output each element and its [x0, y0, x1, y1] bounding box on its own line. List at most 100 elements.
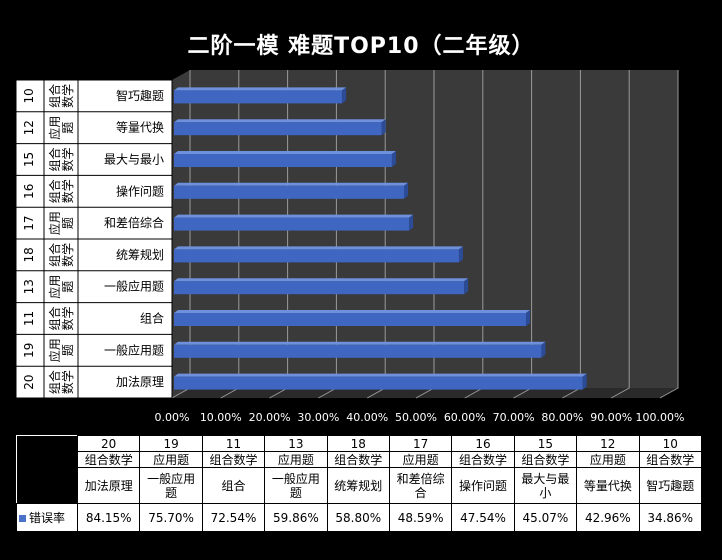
- table-cell-name: 统筹规划: [326, 467, 390, 504]
- data-table: 20 19 11 13 18 17 16 15 12 10 组合数学 应用题 组合数学 应用题 组合数学 应用…: [16, 435, 702, 532]
- table-row: 加法原理 一般应用题 组合 一般应用题 统筹规划 和差倍综合 操作问题 最大与最小 等量代换 智巧…: [16, 467, 702, 504]
- bars: [174, 87, 587, 390]
- bar-side: [525, 310, 530, 326]
- table-cell-name: 组合: [201, 467, 266, 504]
- category-name: 最大与最小: [104, 153, 164, 167]
- bar: [174, 182, 408, 199]
- table-cell-number: 11: [201, 435, 266, 452]
- bar-side: [381, 119, 386, 136]
- category-number: 13: [22, 279, 36, 294]
- category-name: 等量代换: [116, 121, 164, 135]
- bar-side: [582, 373, 587, 390]
- table-cell-value: 45.07%: [513, 503, 578, 532]
- category-type: 组合数学: [47, 370, 75, 394]
- table-cell-type: 应用题: [264, 451, 328, 468]
- x-tick-label: 80.00%: [541, 411, 583, 424]
- bar: [174, 278, 469, 295]
- category-name: 统筹规划: [116, 247, 164, 262]
- bar: [174, 119, 386, 136]
- bar-front: [174, 313, 526, 326]
- category-type: 应用题: [47, 211, 75, 235]
- category-number: 15: [22, 152, 36, 167]
- category-type: 应用题: [47, 338, 75, 362]
- table-cell-number: 18: [326, 435, 390, 452]
- table-row: 错误率 84.15% 75.70% 72.54% 59.86% 58.80% 48.59% 4…: [16, 503, 702, 532]
- table-cell-number: 20: [76, 435, 141, 452]
- category-number: 20: [22, 374, 36, 389]
- table-cell-name: 加法原理: [76, 467, 141, 504]
- table-cell-type: 应用题: [388, 451, 453, 468]
- bar-front: [174, 344, 542, 358]
- x-tick-label: 0.00%: [155, 411, 190, 424]
- table-cell-type: 组合数学: [451, 451, 515, 468]
- table-cell-type: 组合数学: [326, 451, 390, 468]
- bar: [174, 246, 463, 263]
- table-cell-type: 组合数学: [638, 451, 702, 468]
- table-cell-value: 47.54%: [451, 503, 515, 532]
- category-name: 加法原理: [116, 375, 164, 389]
- bar-top: [174, 182, 408, 186]
- bar-side: [458, 246, 463, 263]
- x-tick-label: 10.00%: [200, 411, 242, 424]
- table-cell-type: 应用题: [139, 451, 203, 468]
- chart-title: 二阶一模 难题TOP10（二年级）: [187, 34, 535, 59]
- bar-top: [174, 119, 386, 123]
- table-cell-value: 59.86%: [264, 503, 328, 532]
- table-cell-value: 48.59%: [388, 503, 453, 532]
- legend-swatch: [19, 514, 26, 522]
- table-cell-name: 和差倍综合: [388, 467, 453, 504]
- x-tick-label: 40.00%: [346, 411, 388, 424]
- bar-side: [391, 151, 396, 167]
- category-number: 18: [22, 247, 36, 262]
- category-number: 16: [22, 184, 36, 199]
- table-cell-name: 一般应用题: [264, 467, 328, 504]
- category-number: 17: [22, 215, 36, 230]
- bar: [174, 310, 530, 326]
- category-name: 一般应用题: [104, 279, 164, 294]
- table-cell-number: 19: [139, 435, 203, 452]
- x-tick-label: 30.00%: [297, 411, 339, 424]
- bar-side: [409, 214, 414, 231]
- bar-front: [174, 249, 459, 263]
- table-cell-number: 16: [451, 435, 515, 452]
- table-cell-value: 34.86%: [638, 503, 702, 532]
- category-number: 19: [22, 343, 36, 358]
- table-cell-number: 10: [638, 435, 702, 452]
- bar-side: [403, 182, 408, 199]
- bar-side: [541, 341, 546, 358]
- bar-top: [174, 246, 463, 250]
- bar-top: [174, 214, 414, 218]
- category-type: 组合数学: [47, 243, 75, 267]
- table-corner: [16, 435, 78, 452]
- bar-front: [174, 90, 343, 104]
- table-cell-type: 组合数学: [76, 451, 141, 468]
- category-name: 和差倍综合: [104, 215, 164, 230]
- table-row: 20 19 11 13 18 17 16 15 12 10: [16, 435, 702, 452]
- category-type: 应用题: [47, 275, 75, 299]
- bar: [174, 214, 414, 231]
- table-corner: [16, 467, 78, 504]
- category-number: 12: [22, 120, 36, 135]
- table-cell-name: 操作问题: [451, 467, 515, 504]
- bar-front: [174, 217, 410, 231]
- x-tick-label: 100.00%: [636, 411, 685, 424]
- x-tick-label: 20.00%: [249, 411, 291, 424]
- bar-top: [174, 373, 587, 377]
- bar-side: [342, 87, 347, 104]
- table-cell-name: 等量代换: [576, 467, 640, 504]
- category-name: 智巧趣题: [116, 88, 164, 103]
- bar: [174, 151, 396, 167]
- bar-front: [174, 154, 392, 167]
- table-cell-type: 应用题: [576, 451, 640, 468]
- table-cell-type: 组合数学: [513, 451, 578, 468]
- bar: [174, 341, 546, 358]
- x-tick-label: 50.00%: [395, 411, 437, 424]
- bar-top: [174, 310, 530, 313]
- x-tick-labels: 0.00% 10.00% 20.00% 30.00% 40.00% 50.00% 60.00…: [155, 411, 685, 424]
- category-name: 组合: [140, 311, 164, 326]
- bar-side: [464, 278, 469, 295]
- category-type: 组合数学: [47, 84, 75, 108]
- category-number: 10: [22, 88, 36, 103]
- bar-front: [174, 281, 465, 295]
